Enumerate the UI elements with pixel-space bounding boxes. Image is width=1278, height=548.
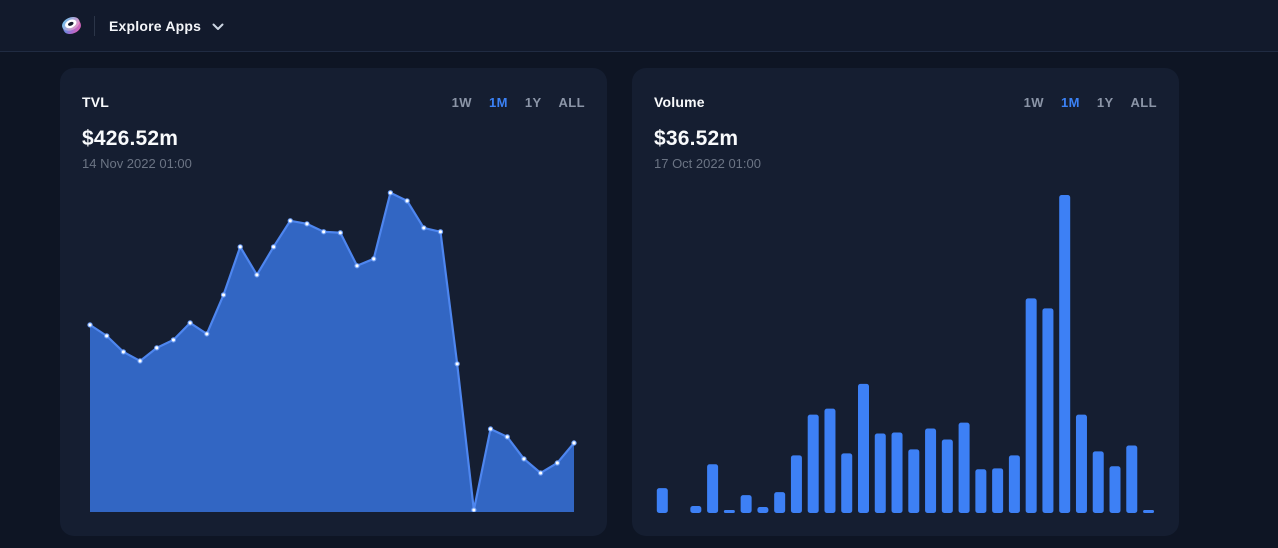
volume-bar[interactable]: [707, 464, 719, 513]
volume-bar[interactable]: [891, 432, 903, 513]
tvl-headline-value: $426.52m: [82, 127, 179, 150]
volume-bar[interactable]: [992, 468, 1004, 513]
tvl-point: [537, 470, 544, 476]
tvl-point: [170, 337, 177, 343]
charts-row: TVL 1W 1M 1Y ALL $426.52m 14 Nov 2022 01:00…: [60, 68, 1179, 536]
tvl-headline-date: 14 Nov 2022 01:00: [82, 156, 192, 171]
tvl-area-fill: [90, 192, 574, 512]
volume-bar[interactable]: [908, 449, 920, 513]
chevron-down-icon: [212, 23, 224, 31]
tvl-point: [421, 225, 427, 231]
volume-bar[interactable]: [1008, 455, 1020, 513]
tvl-point: [270, 244, 277, 250]
tvl-point: [471, 507, 477, 512]
tvl-point: [404, 198, 410, 204]
volume-bar[interactable]: [841, 453, 853, 513]
volume-chart-svg[interactable]: [654, 192, 1157, 513]
tvl-point: [454, 361, 460, 367]
tvl-point: [87, 322, 93, 328]
tvl-point: [137, 358, 143, 364]
range-button-1w[interactable]: 1W: [451, 94, 472, 110]
tvl-point: [554, 460, 560, 466]
volume-card-title: Volume: [654, 94, 705, 110]
range-button-1m[interactable]: 1M: [488, 94, 508, 110]
tvl-point: [237, 244, 243, 250]
range-button-1y[interactable]: 1Y: [1096, 94, 1114, 110]
volume-bar[interactable]: [925, 428, 937, 513]
tvl-time-range-selector: 1W 1M 1Y ALL: [452, 95, 585, 110]
tvl-card: TVL 1W 1M 1Y ALL $426.52m 14 Nov 2022 01:00: [60, 68, 607, 536]
volume-bar[interactable]: [1143, 510, 1155, 513]
volume-bar[interactable]: [1092, 451, 1104, 513]
volume-bar[interactable]: [1109, 466, 1121, 513]
tvl-point: [321, 229, 327, 235]
volume-headline-value: $36.52m: [654, 127, 739, 150]
tvl-point: [337, 230, 343, 236]
sushi-roll-icon[interactable]: [58, 12, 85, 39]
tvl-point: [187, 320, 193, 326]
tvl-point: [287, 218, 293, 224]
tvl-point: [354, 263, 360, 269]
tvl-line: [88, 191, 576, 512]
tvl-point: [120, 349, 127, 355]
tvl-chart-svg[interactable]: [82, 185, 585, 512]
tvl-point: [521, 456, 527, 462]
volume-bar[interactable]: [757, 507, 769, 513]
tvl-point: [571, 440, 577, 446]
volume-bar[interactable]: [790, 455, 802, 513]
tvl-point: [220, 292, 227, 298]
range-button-all[interactable]: ALL: [558, 94, 585, 110]
tvl-point: [304, 221, 310, 227]
volume-bar[interactable]: [824, 408, 836, 513]
volume-bar[interactable]: [874, 433, 886, 514]
volume-bar[interactable]: [941, 439, 953, 513]
volume-bar[interactable]: [656, 488, 668, 513]
range-button-1y[interactable]: 1Y: [524, 94, 542, 110]
volume-bar[interactable]: [774, 492, 786, 513]
tvl-point: [204, 331, 210, 337]
tvl-point: [437, 229, 444, 235]
explore-apps-button[interactable]: Explore Apps: [109, 18, 224, 34]
volume-bar[interactable]: [1042, 308, 1054, 513]
volume-bar[interactable]: [723, 510, 735, 513]
range-button-1m[interactable]: 1M: [1060, 94, 1080, 110]
volume-bar[interactable]: [975, 469, 987, 513]
volume-bar[interactable]: [740, 495, 752, 513]
tvl-point: [254, 272, 260, 278]
volume-bar[interactable]: [807, 414, 819, 513]
volume-headline-date: 17 Oct 2022 01:00: [654, 156, 761, 171]
header-divider: [94, 15, 95, 36]
range-button-all[interactable]: ALL: [1130, 94, 1157, 110]
logo-hole: [67, 21, 74, 26]
volume-bar[interactable]: [1025, 298, 1037, 513]
tvl-chart[interactable]: [82, 185, 585, 512]
volume-time-range-selector: 1W 1M 1Y ALL: [1024, 95, 1157, 110]
range-button-1w[interactable]: 1W: [1023, 94, 1044, 110]
tvl-card-title: TVL: [82, 94, 110, 110]
volume-chart[interactable]: [654, 192, 1157, 513]
tvl-point: [154, 345, 160, 351]
volume-card: Volume 1W 1M 1Y ALL $36.52m 17 Oct 2022 01:…: [632, 68, 1179, 536]
tvl-point: [104, 333, 110, 339]
volume-bar[interactable]: [1075, 414, 1087, 513]
tvl-point: [504, 434, 510, 440]
volume-bar[interactable]: [958, 422, 970, 513]
volume-bar[interactable]: [858, 383, 869, 513]
volume-bar[interactable]: [1126, 445, 1138, 513]
app-header: Explore Apps: [0, 0, 1278, 52]
explore-apps-label: Explore Apps: [109, 17, 202, 34]
volume-bar[interactable]: [1059, 195, 1071, 513]
volume-bar[interactable]: [690, 506, 702, 513]
tvl-point: [387, 190, 394, 196]
tvl-point: [371, 256, 377, 262]
tvl-point: [487, 426, 494, 432]
